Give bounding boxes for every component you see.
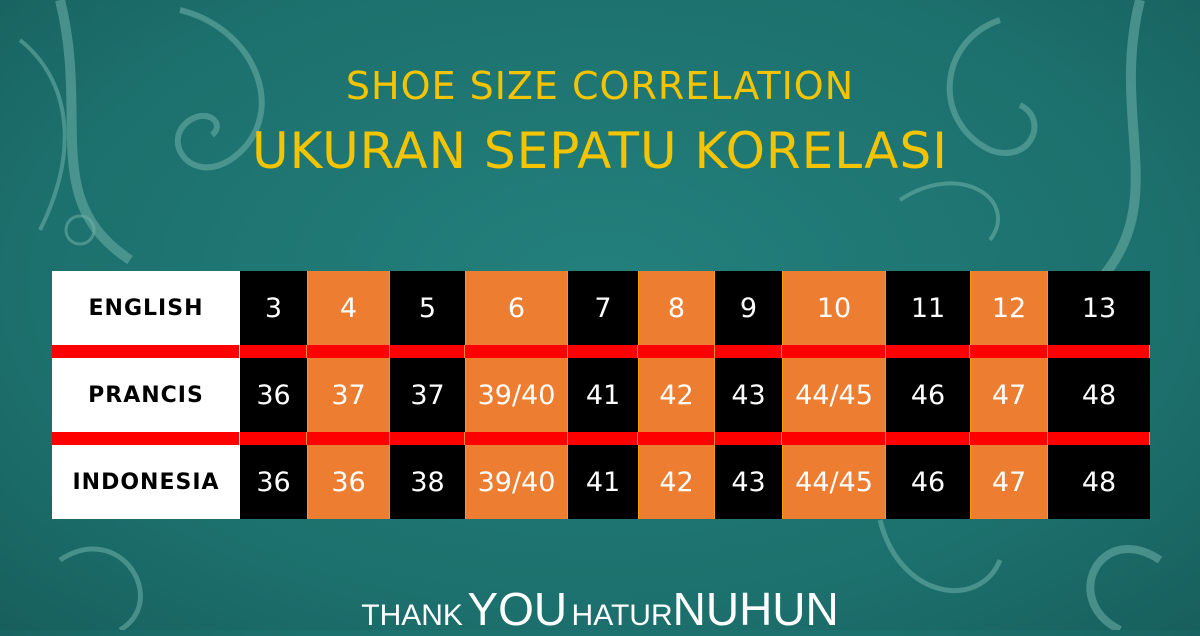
table-row: ENGLISH 3 4 5 6 7 8 9 10 11 12 13 (52, 271, 1150, 345)
separator-segment (240, 432, 307, 445)
separator-segment (52, 432, 240, 445)
separator-segment (568, 345, 638, 358)
size-table: ENGLISH 3 4 5 6 7 8 9 10 11 12 13 PRANCIS 36 37 37 39/40… (52, 271, 1150, 519)
size-cell: 39/40 (465, 358, 568, 432)
separator-segment (782, 432, 886, 445)
size-cell: 6 (465, 271, 568, 345)
size-cell: 37 (390, 358, 465, 432)
size-cell: 42 (638, 445, 715, 519)
size-cell: 48 (1048, 358, 1150, 432)
separator-segment (782, 345, 886, 358)
separator-segment (886, 345, 970, 358)
size-cell: 9 (715, 271, 782, 345)
size-cell: 4 (307, 271, 390, 345)
size-cell: 10 (782, 271, 886, 345)
size-cell: 41 (568, 358, 638, 432)
size-cell: 44/45 (782, 358, 886, 432)
size-cell: 7 (568, 271, 638, 345)
row-label: ENGLISH (52, 271, 240, 345)
size-cell: 36 (240, 358, 307, 432)
table-row: PRANCIS 36 37 37 39/40 41 42 43 44/45 46 47 48 (52, 358, 1150, 432)
size-cell: 3 (240, 271, 307, 345)
size-cell: 46 (886, 445, 970, 519)
footer-word: THANK (361, 599, 463, 632)
separator-segment (715, 432, 782, 445)
size-cell: 5 (390, 271, 465, 345)
separator-segment (1048, 345, 1150, 358)
size-cell: 36 (307, 445, 390, 519)
size-cell: 37 (307, 358, 390, 432)
size-cell: 36 (240, 445, 307, 519)
size-cell: 42 (638, 358, 715, 432)
separator-segment (390, 345, 465, 358)
size-cell: 47 (970, 358, 1048, 432)
size-cell: 11 (886, 271, 970, 345)
separator-segment (1048, 432, 1150, 445)
size-cell: 13 (1048, 271, 1150, 345)
separator-segment (715, 345, 782, 358)
footer-word: NUHUN (672, 583, 839, 635)
separator-segment (465, 345, 568, 358)
size-cell: 44/45 (782, 445, 886, 519)
title-english: SHOE SIZE CORRELATION (345, 64, 855, 108)
separator-segment (568, 432, 638, 445)
separator-segment (465, 432, 568, 445)
size-cell: 43 (715, 358, 782, 432)
size-cell: 46 (886, 358, 970, 432)
size-cell: 39/40 (465, 445, 568, 519)
separator-segment (638, 432, 715, 445)
title-indonesian: UKURAN SEPATU KORELASI (252, 122, 948, 180)
footer-thanks: THANK YOU HATURNUHUN (0, 582, 1200, 636)
separator-segment (52, 345, 240, 358)
row-separator (52, 432, 1150, 445)
size-cell: 12 (970, 271, 1048, 345)
footer-word: HATUR (571, 599, 673, 632)
separator-segment (390, 432, 465, 445)
separator-segment (886, 432, 970, 445)
separator-segment (307, 345, 390, 358)
row-separator (52, 345, 1150, 358)
size-cell: 41 (568, 445, 638, 519)
separator-segment (240, 345, 307, 358)
size-cell: 8 (638, 271, 715, 345)
size-cell: 48 (1048, 445, 1150, 519)
size-cell: 38 (390, 445, 465, 519)
separator-segment (638, 345, 715, 358)
size-cell: 47 (970, 445, 1048, 519)
separator-segment (970, 432, 1048, 445)
table-row: INDONESIA 36 36 38 39/40 41 42 43 44/45 46 47 48 (52, 445, 1150, 519)
size-cell: 43 (715, 445, 782, 519)
row-label: PRANCIS (52, 358, 240, 432)
footer-word: YOU (467, 583, 568, 635)
separator-segment (307, 432, 390, 445)
separator-segment (970, 345, 1048, 358)
row-label: INDONESIA (52, 445, 240, 519)
